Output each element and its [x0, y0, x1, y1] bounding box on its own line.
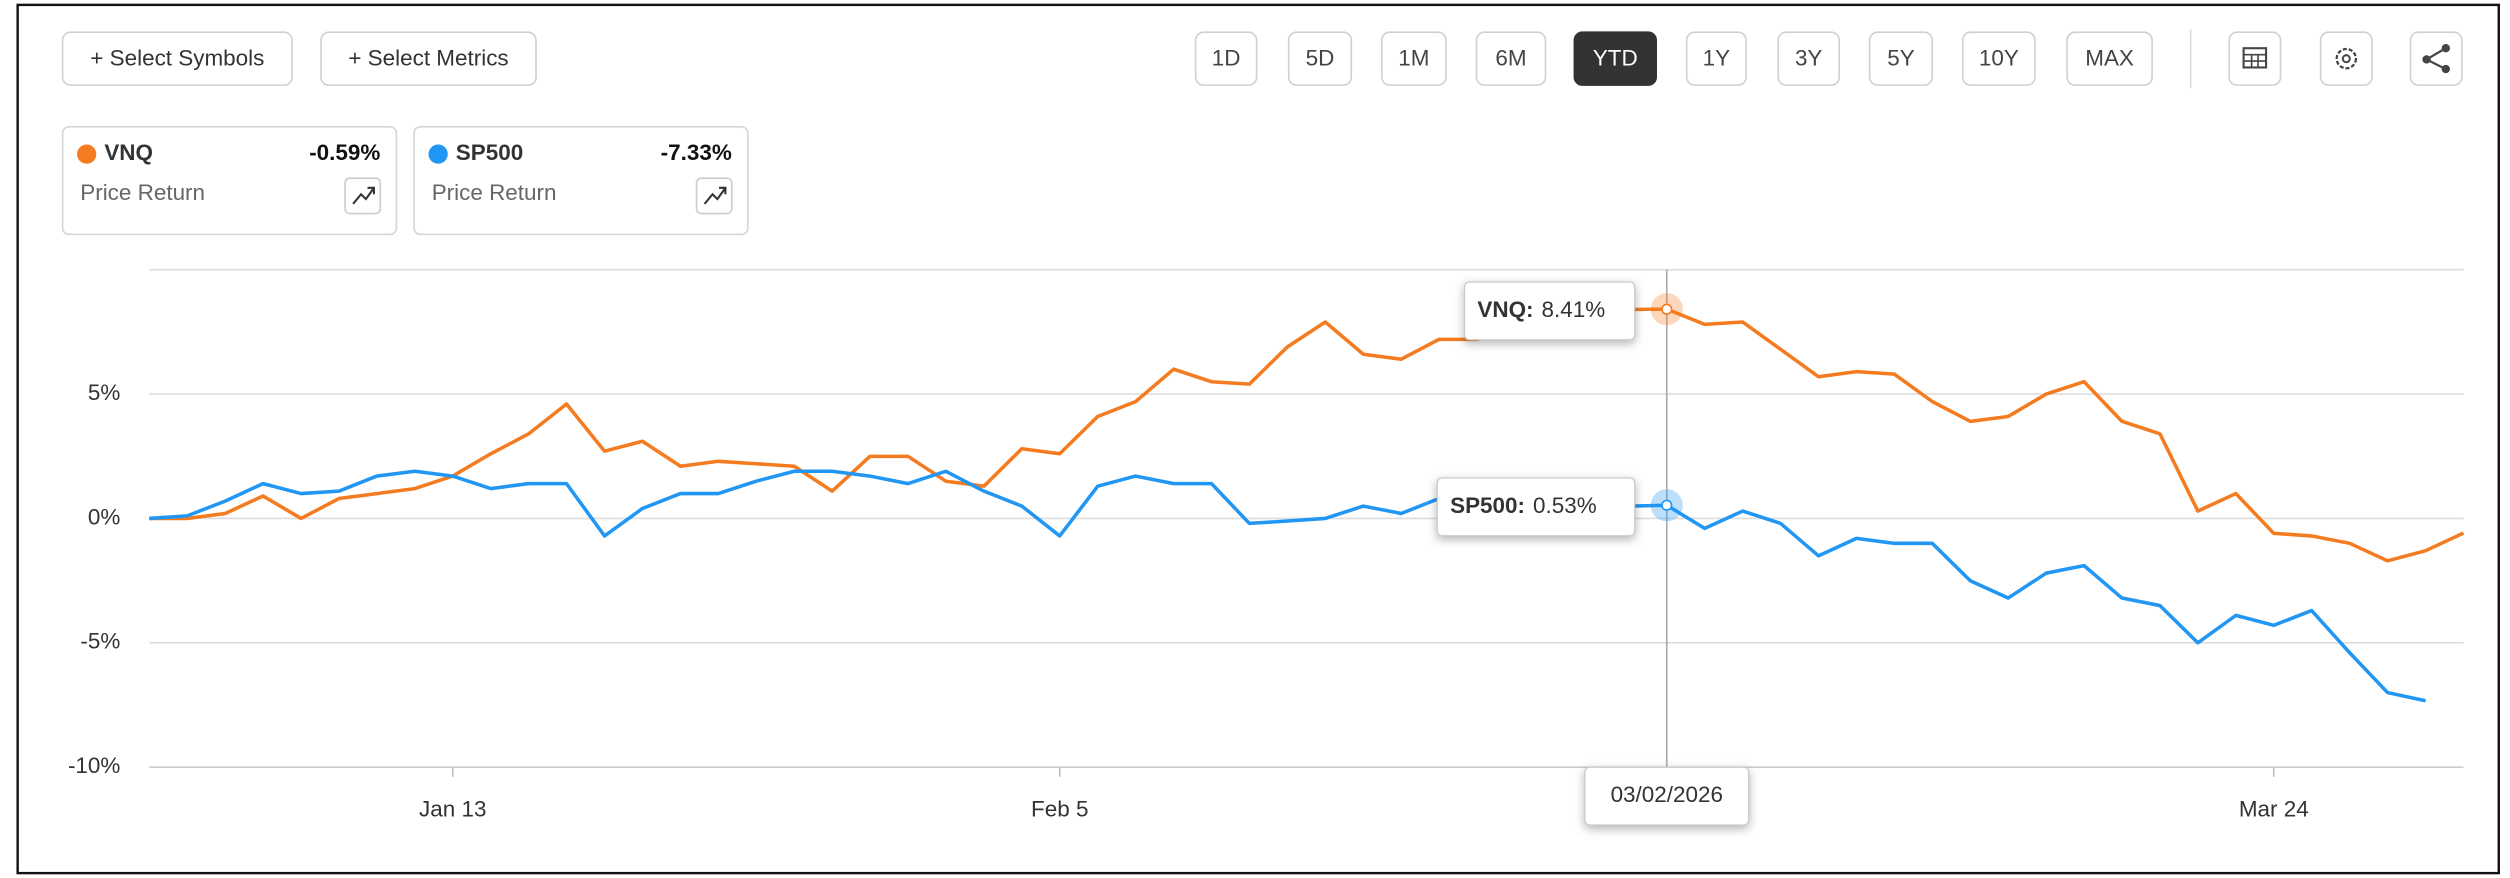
chart-icon: [352, 186, 375, 205]
chart-icon: [703, 186, 727, 205]
button-bg: [1287, 31, 1353, 86]
gear-center: [2341, 54, 2351, 64]
legend-metric: Price Return: [432, 180, 557, 205]
button-bg: [2228, 31, 2282, 86]
tooltip-label: VNQ:: [1477, 297, 1533, 322]
share-dot: [2422, 55, 2431, 64]
legend-card[interactable]: SP500 -7.33% Price Return: [413, 126, 749, 236]
button-label: 5Y: [1887, 45, 1914, 70]
tooltip-text: SP500: 0.53%: [1450, 493, 1597, 518]
button-bg: [2066, 31, 2153, 86]
button-label: 1M: [1398, 45, 1429, 70]
range-button[interactable]: 10Y: [1961, 31, 2036, 86]
range-button[interactable]: MAX: [2066, 31, 2153, 86]
tooltip-value: 0.53%: [1533, 493, 1597, 518]
button-bg: [1961, 31, 2036, 86]
select-symbols-button[interactable]: + Select Symbols: [61, 31, 293, 86]
range-button[interactable]: 1M: [1380, 31, 1447, 86]
range-button[interactable]: YTD: [1573, 31, 1658, 86]
range-button[interactable]: 6M: [1475, 31, 1547, 86]
card-bg: [61, 126, 398, 236]
x-tick-label: Jan 13: [419, 796, 486, 821]
x-tick-label: Mar 24: [2239, 796, 2309, 821]
button-bg: [2409, 31, 2463, 86]
legend-return: -7.33%: [661, 140, 732, 165]
legend-dot: [428, 144, 448, 164]
y-tick-label: -5%: [80, 629, 120, 654]
button-bg: [2319, 31, 2373, 86]
hover-point: [1661, 499, 1673, 511]
legend-symbol: SP500: [456, 140, 523, 165]
button-bg: [1573, 31, 1658, 86]
button-bg: [1380, 31, 1447, 86]
legend-card[interactable]: VNQ -0.59% Price Return: [61, 126, 398, 236]
button-label: 1Y: [1703, 45, 1730, 70]
tooltip-box: [1463, 281, 1636, 341]
button-bg: [320, 31, 537, 86]
range-button[interactable]: 1D: [1194, 31, 1258, 86]
tooltip-text: VNQ: 8.41%: [1477, 297, 1605, 322]
tooltip-box: [1436, 477, 1636, 537]
series-line: [149, 469, 2426, 703]
tooltip-label: SP500:: [1450, 493, 1525, 518]
y-tick-label: 5%: [88, 380, 120, 405]
series-line: [149, 307, 2465, 563]
button-label: YTD: [1593, 45, 1638, 70]
button-label: MAX: [2085, 45, 2134, 70]
y-tick-label: 0%: [88, 504, 120, 529]
range-button[interactable]: 5Y: [1868, 31, 1934, 86]
table-icon: [2242, 47, 2268, 69]
tooltip-value: 8.41%: [1542, 297, 1606, 322]
button-label: 6M: [1495, 45, 1526, 70]
button-bg: [61, 31, 293, 86]
gear-icon: [2335, 47, 2358, 70]
button-bg: [1777, 31, 1840, 86]
share-button[interactable]: [2409, 31, 2463, 86]
legend-metric: Price Return: [80, 180, 205, 205]
table-button[interactable]: [2228, 31, 2282, 86]
card-bg: [413, 126, 749, 236]
table-icon-lines: [2243, 53, 2267, 68]
button-label: + Select Symbols: [90, 45, 264, 70]
share-dot: [2441, 64, 2450, 74]
button-label: + Select Metrics: [348, 45, 508, 70]
button-bg: [1685, 31, 1747, 86]
legend-dot: [77, 144, 97, 164]
settings-button[interactable]: [2319, 31, 2373, 86]
range-button[interactable]: 1Y: [1685, 31, 1747, 86]
legend-symbol: VNQ: [104, 140, 153, 165]
button-bg: [1868, 31, 1934, 86]
select-metrics-button[interactable]: + Select Metrics: [320, 31, 537, 86]
button-label: 1D: [1212, 45, 1241, 70]
button-bg: [1194, 31, 1258, 86]
date-box: [1584, 766, 1750, 826]
button-label: 5D: [1306, 45, 1335, 70]
y-tick-label: -10%: [68, 753, 120, 778]
x-tick-label: Feb 5: [1031, 796, 1088, 821]
button-label: 10Y: [1979, 45, 2019, 70]
button-bg: [1475, 31, 1547, 86]
date-label: 03/02/2026: [1611, 782, 1723, 807]
legend-return: -0.59%: [309, 140, 380, 165]
range-button[interactable]: 5D: [1287, 31, 1353, 86]
hover-point: [1661, 303, 1673, 315]
button-label: 3Y: [1795, 45, 1822, 70]
share-dot: [2441, 44, 2450, 53]
range-button[interactable]: 3Y: [1777, 31, 1840, 86]
